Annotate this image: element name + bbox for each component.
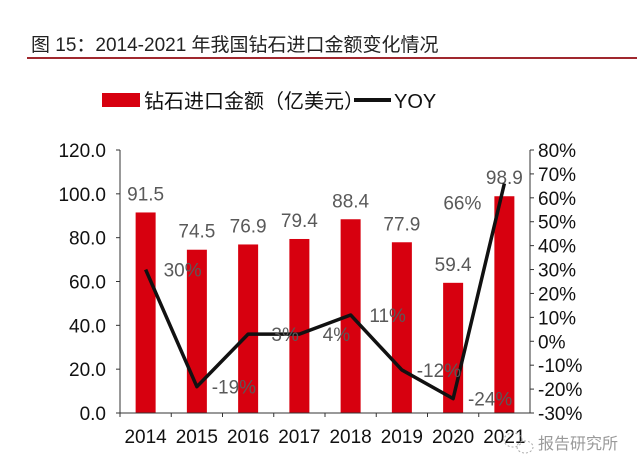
bar-data-label: 88.4 [332,191,369,212]
yoy-data-label: 3% [271,325,299,346]
right-axis-tick-label: 50% [538,213,576,234]
yoy-data-label: -12% [417,361,461,382]
right-axis-tick-label: 80% [538,141,576,162]
bar [391,242,412,413]
x-axis-tick-label: 2015 [176,427,218,448]
legend: 钻石进口金额（亿美元） YOY [102,90,436,113]
x-axis-tick-label: 2014 [124,427,167,448]
yoy-line [144,183,507,401]
bar-data-label: 76.9 [230,216,267,237]
watermark: 报告研究所 [503,432,618,454]
right-axis-tick-label: -30% [538,404,582,425]
left-axis-tick-label: 60.0 [69,273,106,294]
yoy-data-label: 4% [323,325,351,346]
left-axis-tick-label: 40.0 [69,316,106,337]
legend-label-bar: 钻石进口金额（亿美元） [144,90,364,113]
left-axis-tick-label: 20.0 [69,360,106,381]
x-axis-tick-label: 2021 [483,427,525,448]
bar [289,238,310,413]
left-axis-tick-label: 100.0 [58,185,106,206]
yoy-data-label: 66% [443,193,481,214]
yoy-data-label: 30% [164,261,202,282]
bar-data-label: 91.5 [127,184,164,205]
x-axis-tick-label: 2017 [278,427,320,448]
right-axis-tick-label: 40% [538,237,576,258]
yoy-data-label: -19% [212,378,256,399]
right-axis-tick-label: -10% [538,356,582,377]
x-axis-tick-label: 2016 [227,427,269,448]
x-axis-tick-label: 2019 [381,427,423,448]
bar-data-label: 77.9 [383,214,420,235]
bar-data-label: 74.5 [178,222,215,243]
chart-title: 图 15：2014-2021 年我国钻石进口金额变化情况 [31,35,439,56]
right-axis-tick-label: 20% [538,284,576,305]
right-axis-tick-label: 70% [538,165,576,186]
right-axis-tick-label: 60% [538,189,576,210]
yoy-data-label: -24% [468,390,512,411]
legend-swatch-bar [102,93,140,107]
x-axis-tick-label: 2018 [329,427,371,448]
bar-data-label: 79.4 [281,211,318,232]
left-axis-tick-label: 120.0 [58,141,106,162]
x-axis-tick-label: 2020 [432,427,474,448]
bar-data-label: 98.9 [486,168,523,189]
watermark-text: 报告研究所 [538,435,618,453]
title-divider [27,57,637,59]
bar [494,196,515,413]
right-axis-tick-label: 30% [538,261,576,282]
yoy-data-label: 11% [369,306,406,327]
bar [135,212,156,413]
right-axis-tick-label: 10% [538,308,576,329]
wechat-icon [503,432,534,454]
left-axis-tick-label: 80.0 [69,229,106,250]
bar-data-label: 59.4 [435,255,472,276]
right-axis-tick-label: -20% [538,380,582,401]
left-axis-tick-label: 0.0 [80,404,106,425]
legend-label-line: YOY [394,91,436,113]
right-axis-tick-label: 0% [538,332,566,353]
bar [238,244,259,413]
